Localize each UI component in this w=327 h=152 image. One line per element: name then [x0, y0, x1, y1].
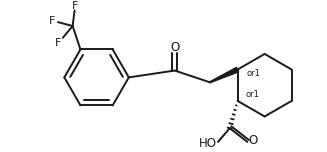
- Text: O: O: [170, 41, 180, 54]
- Text: or1: or1: [245, 90, 259, 100]
- Text: F: F: [55, 38, 61, 48]
- Text: HO: HO: [199, 137, 217, 150]
- Text: F: F: [49, 16, 55, 26]
- Polygon shape: [210, 67, 239, 83]
- Text: F: F: [72, 0, 79, 10]
- Text: O: O: [249, 134, 258, 147]
- Text: or1: or1: [246, 69, 260, 78]
